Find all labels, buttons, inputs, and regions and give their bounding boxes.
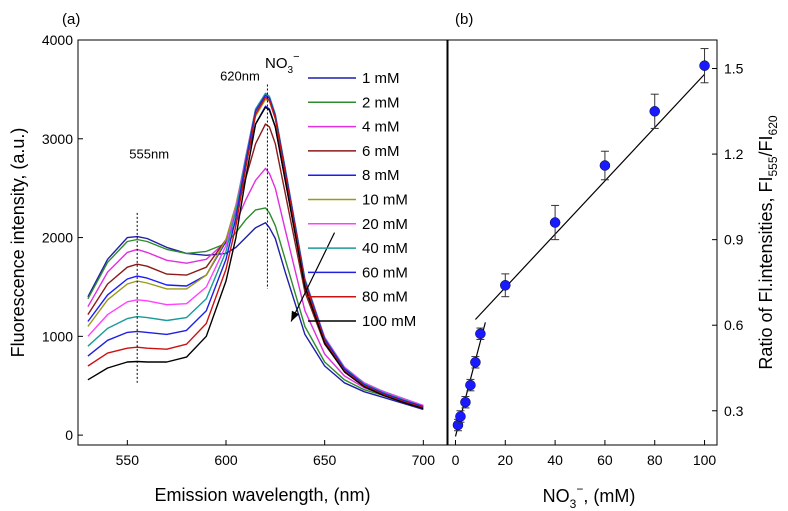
panel-a-x-tick-label: 650 bbox=[313, 452, 337, 468]
panel-b-x-axis-label-unit: , (mM) bbox=[583, 486, 635, 506]
data-point bbox=[465, 379, 476, 391]
panel-a-y-tick-label: 0 bbox=[65, 427, 73, 443]
data-point bbox=[470, 357, 481, 368]
data-point bbox=[699, 60, 710, 71]
panel-b-y-axis-label: Ratio of Fl.intensities, FI555/FI620 bbox=[756, 115, 780, 369]
legend-title-superscript: − bbox=[293, 51, 299, 63]
panel-b-x-tick-label: 80 bbox=[647, 452, 663, 468]
legend-entry-label: 40 mM bbox=[362, 240, 408, 257]
spectrum-line-2-mM bbox=[87, 207, 424, 409]
spectrum-line-1-mM bbox=[87, 221, 424, 411]
legend-entry-label: 80 mM bbox=[362, 289, 408, 306]
panel-a-y-tick-label: 4000 bbox=[42, 32, 73, 48]
data-point bbox=[500, 280, 511, 291]
panel-b-x-axis-label-main: NO bbox=[543, 486, 570, 506]
legend-entry-label: 1 mM bbox=[362, 70, 400, 87]
data-point bbox=[599, 160, 611, 171]
legend-entry-label: 60 mM bbox=[362, 264, 408, 281]
legend-entry-label: 4 mM bbox=[362, 119, 400, 136]
fit-line bbox=[474, 73, 705, 320]
legend-entry-label: 20 mM bbox=[362, 216, 408, 233]
trend-arrow-head bbox=[291, 310, 300, 322]
legend-title-subscript: 3 bbox=[288, 65, 294, 76]
panel-a-x-tick-label: 550 bbox=[116, 452, 140, 468]
panel-b-label: (b) bbox=[455, 11, 473, 28]
panel-b-x-axis-label-superscript: − bbox=[576, 482, 583, 496]
panel-a-x-axis-label: Emission wavelength, (nm) bbox=[154, 485, 370, 505]
panel-a-x-tick-label: 600 bbox=[214, 452, 238, 468]
panel-a-x-tick-label: 700 bbox=[412, 452, 436, 468]
spectrum-line-60-mM bbox=[87, 94, 424, 408]
legend-entry-label: 100 mM bbox=[362, 313, 416, 330]
panel-a-y-tick-label: 3000 bbox=[42, 131, 73, 147]
spectrum-line-100-mM bbox=[87, 106, 424, 410]
spectrum-line-40-mM bbox=[87, 92, 424, 408]
panel-b-y-tick-label: 1.2 bbox=[724, 146, 744, 162]
legend-title-main: NO bbox=[265, 55, 288, 72]
panel-a-label: (a) bbox=[62, 11, 80, 28]
panel-b-y-tick-label: 0.3 bbox=[724, 403, 744, 419]
legend-entry-label: 6 mM bbox=[362, 143, 400, 160]
panel-b-y-axis-label-subscript-555: 555 bbox=[766, 156, 780, 176]
spectrum-line-80-mM bbox=[87, 96, 424, 409]
panel-b-y-tick-label: 1.5 bbox=[724, 61, 744, 77]
panel-b-x-tick-label: 0 bbox=[452, 452, 460, 468]
panel-a-y-tick-label: 1000 bbox=[42, 328, 73, 344]
panel-b-x-tick-label: 60 bbox=[597, 452, 613, 468]
panel-b-x-axis-label-subscript: 3 bbox=[570, 497, 577, 511]
legend-title: NO3 − bbox=[265, 51, 300, 76]
panel-b-x-axis-label: NO3−, (mM) bbox=[543, 482, 636, 511]
data-point bbox=[649, 106, 660, 117]
panel-b-y-axis-label-subscript-620: 620 bbox=[766, 115, 780, 135]
legend-entry-label: 10 mM bbox=[362, 192, 408, 209]
legend-entry-label: 8 mM bbox=[362, 167, 400, 184]
data-point bbox=[455, 411, 466, 422]
annotation-555nm: 555nm bbox=[129, 147, 169, 162]
data-point bbox=[460, 396, 471, 408]
spectrum-line-4-mM bbox=[87, 167, 424, 408]
data-point bbox=[475, 328, 486, 340]
panel-a-y-axis-label: Fluorescence intensity, (a.u.) bbox=[8, 128, 28, 358]
data-point bbox=[549, 217, 561, 228]
panel-b-x-tick-label: 100 bbox=[693, 452, 717, 468]
panel-b-x-tick-label: 40 bbox=[547, 452, 563, 468]
panel-b-y-tick-label: 0.9 bbox=[724, 232, 744, 248]
legend-entry-label: 2 mM bbox=[362, 94, 400, 111]
panel-a-frame bbox=[77, 39, 448, 446]
panel-b-x-tick-label: 20 bbox=[497, 452, 513, 468]
annotation-620nm: 620nm bbox=[220, 69, 260, 84]
panel-a-y-tick-label: 2000 bbox=[42, 230, 73, 246]
panel-b-y-tick-label: 0.6 bbox=[724, 317, 744, 333]
panel-b-y-axis-label-main: Ratio of Fl.intensities, FI bbox=[756, 176, 776, 369]
panel-b-y-axis-label-mid: /FI bbox=[756, 135, 776, 156]
panel-b-frame bbox=[447, 39, 718, 446]
